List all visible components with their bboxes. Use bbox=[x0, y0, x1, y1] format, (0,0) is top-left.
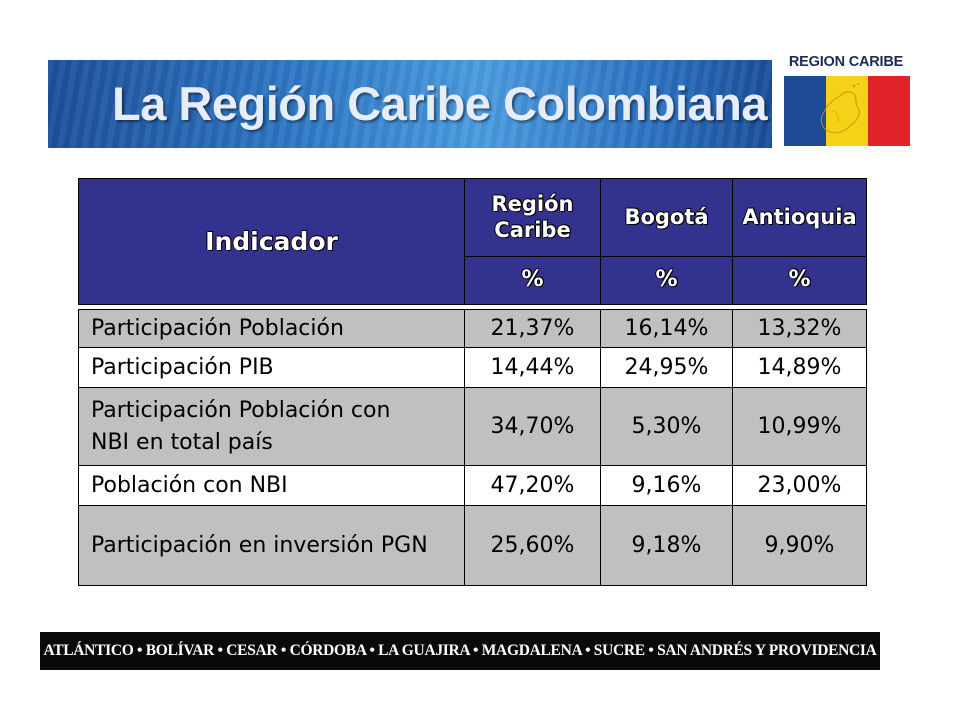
row-value-region-caribe: 14,44% bbox=[464, 347, 601, 388]
row-value-antioquia: 14,89% bbox=[732, 347, 867, 388]
row-value-bogota: 9,16% bbox=[600, 465, 733, 506]
logo-flag-yellow-band bbox=[826, 76, 868, 146]
logo-flag-blue-band bbox=[784, 76, 826, 146]
header-bogota-unit: % bbox=[600, 256, 733, 305]
row-value-region-caribe: 25,60% bbox=[464, 505, 601, 586]
title-banner bbox=[48, 60, 772, 148]
row-indicator: Participación PIB bbox=[78, 347, 465, 388]
row-value-region-caribe: 34,70% bbox=[464, 387, 601, 466]
logo-text: REGION CARIBE bbox=[788, 54, 904, 70]
row-value-antioquia: 9,90% bbox=[732, 505, 867, 586]
indicators-table: Indicador Región Caribe Bogotá Antioquia… bbox=[78, 178, 867, 586]
row-indicator-line1: Participación Población con bbox=[91, 397, 391, 423]
row-indicator: Población con NBI bbox=[78, 465, 465, 506]
row-value-region-caribe: 21,37% bbox=[464, 309, 601, 348]
header-antioquia-unit: % bbox=[732, 256, 867, 305]
row-value-bogota: 16,14% bbox=[600, 309, 733, 348]
table-row: Población con NBI 47,20% 9,16% 23,00% bbox=[78, 465, 867, 506]
region-caribe-logo: REGION CARIBE bbox=[780, 54, 912, 150]
header-region-caribe-line2: Caribe bbox=[494, 217, 571, 242]
logo-flag-red-band bbox=[868, 76, 910, 146]
table-row: Participación Población con NBI en total… bbox=[78, 387, 867, 466]
row-indicator: Participación Población bbox=[78, 309, 465, 348]
header-indicador: Indicador bbox=[78, 178, 465, 305]
row-indicator-line2: NBI en total país bbox=[91, 429, 273, 455]
row-value-antioquia: 10,99% bbox=[732, 387, 867, 466]
row-indicator: Participación Población con NBI en total… bbox=[78, 387, 465, 466]
table-row: Participación PIB 14,44% 24,95% 14,89% bbox=[78, 347, 867, 388]
row-value-antioquia: 13,32% bbox=[732, 309, 867, 348]
header-region-caribe: Región Caribe bbox=[464, 178, 601, 257]
caribbean-region-map-icon bbox=[821, 83, 860, 134]
header-antioquia: Antioquia bbox=[732, 178, 867, 257]
header-region-caribe-unit: % bbox=[464, 256, 601, 305]
row-indicator: Participación en inversión PGN bbox=[78, 505, 465, 586]
row-value-region-caribe: 47,20% bbox=[464, 465, 601, 506]
row-value-bogota: 24,95% bbox=[600, 347, 733, 388]
row-value-bogota: 9,18% bbox=[600, 505, 733, 586]
table-row: Participación en inversión PGN 25,60% 9,… bbox=[78, 505, 867, 586]
row-value-antioquia: 23,00% bbox=[732, 465, 867, 506]
table-row: Participación Población 21,37% 16,14% 13… bbox=[78, 309, 867, 348]
logo-flag bbox=[784, 76, 910, 146]
row-value-bogota: 5,30% bbox=[600, 387, 733, 466]
header-bogota: Bogotá bbox=[600, 178, 733, 257]
header-region-caribe-line1: Región bbox=[491, 192, 574, 217]
page-title: La Región Caribe Colombiana bbox=[112, 77, 768, 130]
departments-footer: ATLÁNTICO • BOLÍVAR • CESAR • CÓRDOBA • … bbox=[40, 632, 880, 670]
